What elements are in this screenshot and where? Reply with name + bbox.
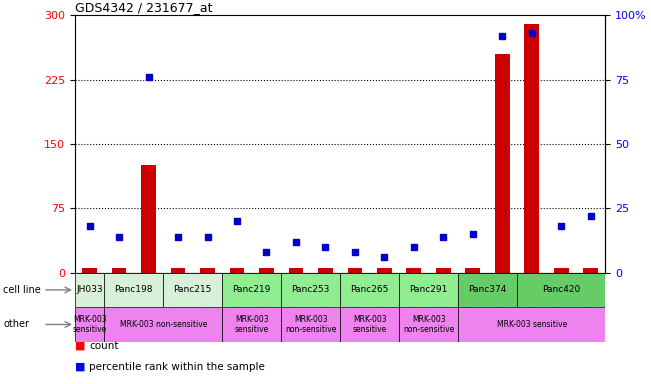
Bar <box>495 54 510 273</box>
Bar <box>458 307 605 342</box>
Text: MRK-003
non-sensitive: MRK-003 non-sensitive <box>285 315 337 334</box>
Bar <box>171 268 186 273</box>
Text: count: count <box>89 341 118 351</box>
Text: JH033: JH033 <box>76 285 103 295</box>
Text: MRK-003
sensitive: MRK-003 sensitive <box>352 315 387 334</box>
Bar <box>340 307 399 342</box>
Bar <box>75 307 104 342</box>
Bar <box>348 268 362 273</box>
Text: MRK-003 non-sensitive: MRK-003 non-sensitive <box>120 320 207 329</box>
Bar <box>554 268 568 273</box>
Bar <box>318 268 333 273</box>
Text: Panc420: Panc420 <box>542 285 580 295</box>
Bar <box>340 273 399 307</box>
Bar <box>222 307 281 342</box>
Bar <box>104 307 222 342</box>
Bar <box>230 268 244 273</box>
Text: cell line: cell line <box>3 285 41 295</box>
Bar <box>465 268 480 273</box>
Bar <box>112 268 126 273</box>
Bar <box>75 273 104 307</box>
Bar <box>458 273 517 307</box>
Bar <box>163 273 222 307</box>
Text: Panc265: Panc265 <box>350 285 389 295</box>
Bar <box>377 268 392 273</box>
Bar <box>104 273 163 307</box>
Text: Panc291: Panc291 <box>409 285 448 295</box>
Text: Panc215: Panc215 <box>174 285 212 295</box>
Text: MRK-003
non-sensitive: MRK-003 non-sensitive <box>403 315 454 334</box>
Bar <box>141 166 156 273</box>
Text: MRK-003
sensitive: MRK-003 sensitive <box>72 315 107 334</box>
Text: MRK-003
sensitive: MRK-003 sensitive <box>234 315 269 334</box>
Text: ■: ■ <box>75 362 85 372</box>
Text: MRK-003 sensitive: MRK-003 sensitive <box>497 320 567 329</box>
Text: Panc219: Panc219 <box>232 285 271 295</box>
Bar <box>82 268 97 273</box>
Bar <box>583 268 598 273</box>
Bar <box>399 307 458 342</box>
Bar <box>399 273 458 307</box>
Bar <box>281 273 340 307</box>
Text: Panc253: Panc253 <box>292 285 330 295</box>
Text: percentile rank within the sample: percentile rank within the sample <box>89 362 265 372</box>
Text: Panc198: Panc198 <box>115 285 153 295</box>
Text: ■: ■ <box>75 341 85 351</box>
Bar <box>517 273 605 307</box>
Bar <box>222 273 281 307</box>
Bar <box>406 268 421 273</box>
Bar <box>436 268 450 273</box>
Text: other: other <box>3 319 29 329</box>
Bar <box>200 268 215 273</box>
Text: GDS4342 / 231677_at: GDS4342 / 231677_at <box>75 1 212 14</box>
Bar <box>281 307 340 342</box>
Bar <box>259 268 274 273</box>
Bar <box>288 268 303 273</box>
Text: Panc374: Panc374 <box>468 285 506 295</box>
Bar <box>524 24 539 273</box>
